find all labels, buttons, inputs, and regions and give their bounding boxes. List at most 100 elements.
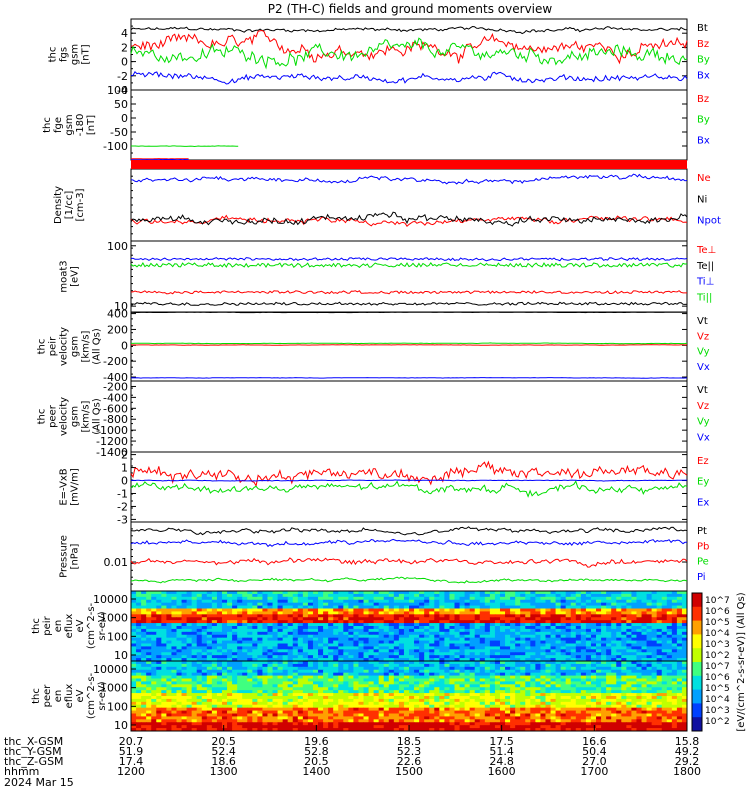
heatmap-cell: [171, 675, 177, 679]
heatmap-cell: [424, 710, 430, 714]
heatmap-cell: [161, 652, 167, 656]
heatmap-cell: [545, 634, 552, 639]
heatmap-cell: [414, 704, 420, 709]
heatmap-cell: [656, 599, 663, 604]
heatmap-cell: [671, 637, 678, 642]
heatmap-cell: [469, 690, 476, 694]
heatmap-cell: [348, 649, 354, 653]
heatmap-cell: [489, 626, 496, 630]
heatmap-cell: [590, 684, 597, 688]
heatmap-cell: [671, 684, 678, 688]
heatmap-cell: [318, 634, 324, 639]
heatmap-cell: [429, 623, 435, 627]
heatmap-cell: [444, 672, 450, 677]
heatmap-cell: [449, 637, 455, 642]
heatmap-cell: [171, 690, 177, 694]
heatmap-cell: [257, 640, 263, 644]
heatmap-cell: [282, 661, 289, 665]
heatmap-cell: [636, 593, 642, 598]
heatmap-cell: [419, 626, 425, 630]
heatmap-cell: [307, 596, 314, 601]
heatmap-cell: [626, 675, 632, 679]
heatmap-cell: [520, 611, 526, 615]
heatmap-cell: [348, 596, 354, 601]
heatmap-cell: [151, 620, 157, 624]
heatmap-cell: [292, 687, 299, 691]
heatmap-cell: [378, 666, 385, 671]
heatmap-cell: [146, 628, 152, 633]
heatmap-cell: [550, 623, 557, 627]
heatmap-cell: [232, 687, 238, 691]
heatmap-cell: [535, 634, 541, 639]
heatmap-cell: [282, 652, 289, 656]
heatmap-cell: [424, 602, 430, 607]
heatmap-cell: [186, 602, 193, 607]
heatmap-cell: [414, 611, 420, 615]
heatmap-cell: [646, 701, 653, 706]
heatmap-cell: [520, 672, 526, 677]
heatmap-cell: [469, 593, 476, 598]
heatmap-cell: [651, 591, 658, 595]
heatmap-cell: [651, 596, 658, 601]
heatmap-cell: [262, 637, 268, 642]
heatmap-cell: [257, 643, 263, 647]
heatmap-cell: [146, 652, 152, 656]
heatmap-cell: [403, 628, 410, 633]
heatmap-cell: [323, 631, 329, 636]
heatmap-cell: [621, 623, 627, 627]
heatmap-cell: [388, 605, 395, 609]
heatmap-cell: [227, 634, 233, 639]
heatmap-cell: [454, 666, 461, 671]
heatmap-cell: [368, 652, 375, 656]
heatmap-cell: [449, 602, 455, 607]
heatmap-cell: [343, 698, 349, 703]
heatmap-cell: [424, 599, 430, 604]
heatmap-cell: [277, 672, 284, 677]
heatmap-cell: [651, 661, 658, 665]
heatmap-cell: [343, 646, 349, 650]
heatmap-cell: [191, 646, 198, 650]
heatmap-cell: [242, 614, 248, 618]
heatmap-cell: [596, 623, 602, 627]
heatmap-cell: [656, 631, 663, 636]
heatmap-cell: [232, 640, 238, 644]
heatmap-cell: [601, 672, 607, 677]
heatmap-cell: [181, 678, 188, 682]
heatmap-cell: [515, 696, 521, 700]
heatmap-cell: [151, 681, 157, 685]
heatmap-cell: [409, 599, 415, 604]
heatmap-cell: [393, 666, 400, 671]
heatmap-cell: [454, 637, 461, 642]
heatmap-cell: [479, 675, 486, 679]
heatmap-cell: [393, 696, 400, 700]
heatmap-cell: [459, 696, 466, 700]
heatmap-cell: [312, 596, 319, 601]
heatmap-cell: [560, 652, 567, 656]
heatmap-cell: [419, 652, 425, 656]
heatmap-cell: [338, 605, 344, 609]
heatmap-cell: [302, 652, 309, 656]
heatmap-cell: [333, 681, 339, 685]
heatmap-cell: [201, 713, 208, 717]
heatmap-cell: [257, 608, 263, 612]
heatmap-cell: [505, 678, 511, 682]
heatmap-cell: [530, 626, 536, 630]
heatmap-cell: [530, 652, 536, 656]
heatmap-cell: [580, 687, 587, 691]
heatmap-cell: [211, 678, 218, 682]
heatmap-cell: [373, 637, 380, 642]
heatmap-cell: [338, 620, 344, 624]
heatmap-cell: [363, 669, 370, 674]
heatmap-cell: [166, 655, 172, 659]
heatmap-cell: [166, 678, 172, 682]
heatmap-cell: [540, 701, 546, 706]
heatmap-cell: [616, 611, 622, 615]
heatmap-cell: [596, 669, 602, 674]
heatmap-cell: [221, 704, 228, 709]
heatmap-cell: [353, 710, 359, 714]
heatmap-cell: [297, 663, 304, 668]
heatmap-cell: [201, 684, 208, 688]
heatmap-cell: [131, 646, 137, 650]
heatmap-cell: [161, 646, 167, 650]
heatmap-cell: [328, 684, 334, 688]
